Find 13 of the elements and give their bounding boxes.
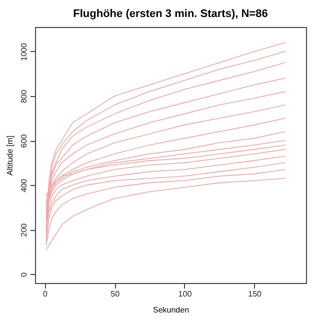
chart-title: Flughöhe (ersten 3 min. Starts), N=86	[73, 8, 268, 20]
x-tick-label: 100	[178, 290, 192, 298]
y-tick-label: 800	[20, 89, 28, 104]
x-tick-label: 150	[248, 290, 262, 298]
y-axis-title: Altitude [m]	[6, 135, 14, 176]
y-tick-label: 0	[20, 272, 28, 277]
y-tick-label: 1000	[20, 42, 28, 61]
y-tick-label: 200	[20, 222, 28, 237]
y-tick-label: 600	[20, 134, 28, 148]
y-tick-label: 400	[20, 178, 28, 192]
x-axis-title: Sekunden	[152, 306, 190, 314]
x-tick-label: 0	[43, 290, 48, 298]
x-tick-label: 50	[110, 290, 120, 298]
